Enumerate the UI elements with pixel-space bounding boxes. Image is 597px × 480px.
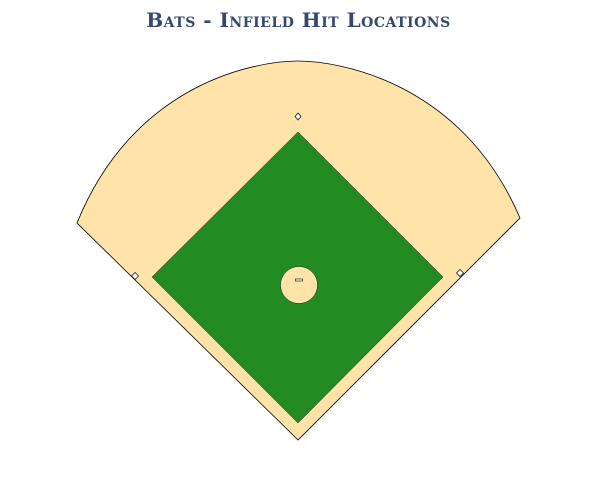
chart-title: Bats - Infield Hit Locations	[146, 8, 451, 32]
pitchers-rubber	[295, 278, 303, 282]
second-base	[294, 112, 302, 121]
pitchers-mound	[280, 266, 318, 304]
third-base	[131, 272, 139, 280]
first-base	[456, 269, 464, 277]
